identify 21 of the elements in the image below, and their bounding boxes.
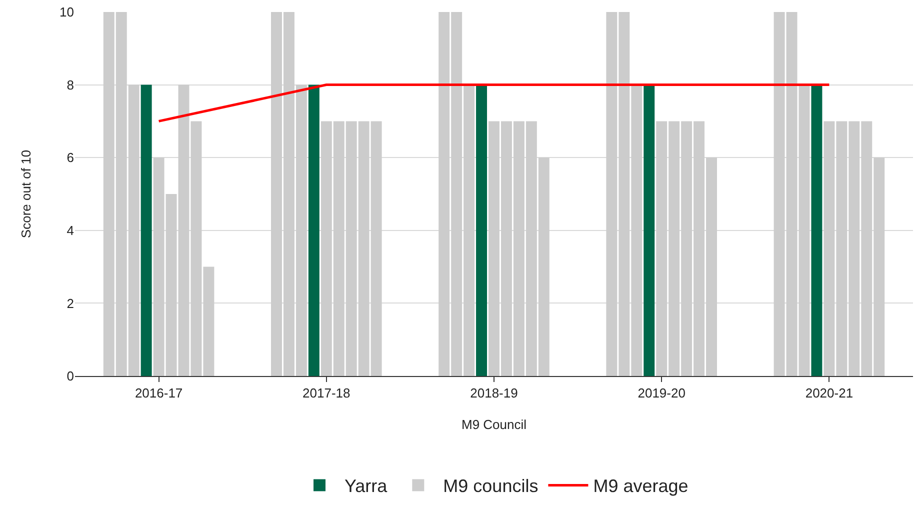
bar	[308, 84, 320, 376]
bar	[140, 84, 152, 376]
x-tick-label: 2018-19	[470, 386, 518, 401]
x-tick-label: 2019-20	[638, 386, 686, 401]
y-tick-label: 6	[66, 150, 74, 166]
y-tick-label: 10	[60, 4, 74, 20]
y-tick-label: 8	[66, 77, 74, 92]
y-tick-label: 2	[66, 296, 74, 311]
bar	[644, 84, 655, 376]
y-tick-label: 4	[66, 222, 74, 238]
legend-label: M9 councils	[443, 476, 538, 496]
y-axis-title: Score out of 10	[18, 150, 34, 238]
x-tick-label: 2016-17	[134, 386, 183, 401]
legend-label: Yarra	[344, 476, 388, 496]
x-tick-label: 2017-18	[302, 386, 350, 401]
bar	[476, 84, 488, 376]
x-axis-title: M9 Council	[461, 417, 527, 432]
legend-label: M9 average	[593, 476, 688, 496]
y-tick-label: 0	[66, 368, 74, 384]
x-tick-label: 2020-21	[805, 386, 854, 401]
bar	[811, 84, 822, 376]
